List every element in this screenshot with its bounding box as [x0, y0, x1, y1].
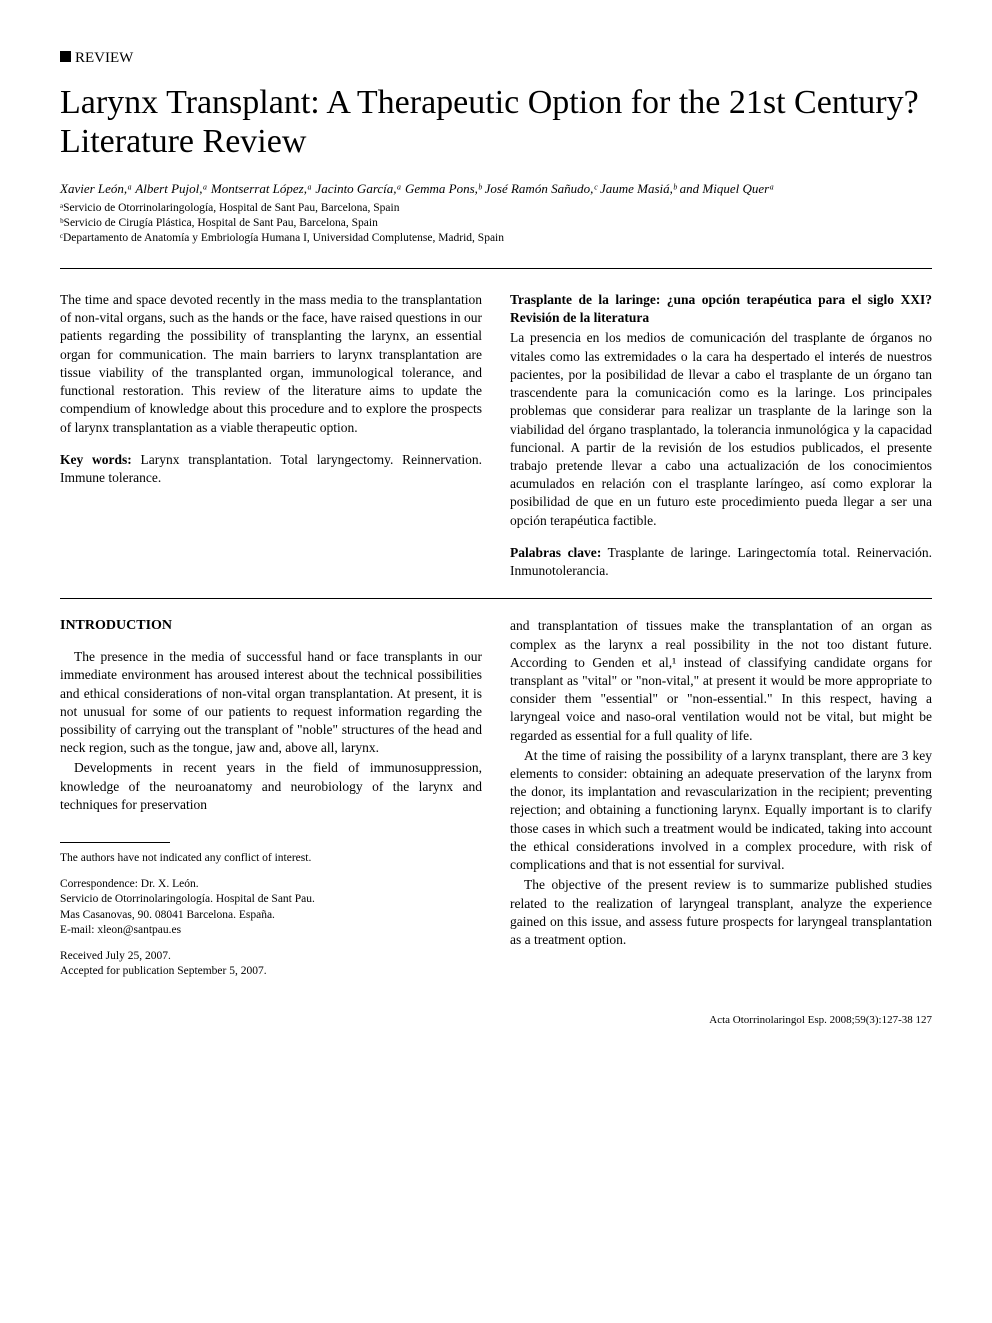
introduction-heading: INTRODUCTION: [60, 617, 482, 636]
section-label-text: REVIEW: [75, 50, 133, 66]
footnote-conflict: The authors have not indicated any confl…: [60, 851, 482, 867]
affiliation-b: ᵇServicio de Cirugía Plástica, Hospital …: [60, 216, 932, 231]
abstract-en-text: The time and space devoted recently in t…: [60, 291, 482, 437]
intro-paragraph-1: The presence in the media of successful …: [60, 648, 482, 757]
page-footer: Acta Otorrinolaringol Esp. 2008;59(3):12…: [60, 1014, 932, 1026]
affiliation-c: ᶜDepartamento de Anatomía y Embriología …: [60, 231, 932, 246]
abstract-spanish: Trasplante de la laringe: ¿una opción te…: [510, 291, 932, 580]
body-container: INTRODUCTION The presence in the media o…: [60, 617, 932, 989]
abstract-english: The time and space devoted recently in t…: [60, 291, 482, 580]
abstract-es-title: Trasplante de la laringe: ¿una opción te…: [510, 291, 932, 327]
article-title: Larynx Transplant: A Therapeutic Option …: [60, 83, 932, 161]
footnote-block: The authors have not indicated any confl…: [60, 851, 482, 980]
body-column-left: INTRODUCTION The presence in the media o…: [60, 617, 482, 989]
affiliation-a: ᵃServicio de Otorrinolaringología, Hospi…: [60, 201, 932, 216]
square-icon: [60, 51, 71, 62]
section-label: REVIEW: [60, 50, 932, 67]
abstract-es-text: La presencia en los medios de comunicaci…: [510, 329, 932, 529]
body-column-right: and transplantation of tissues make the …: [510, 617, 932, 989]
col2-paragraph-3: The objective of the present review is t…: [510, 876, 932, 949]
keywords-es-label: Palabras clave:: [510, 545, 601, 560]
authors-line: Xavier León,ᵃ Albert Pujol,ᵃ Montserrat …: [60, 181, 932, 197]
keywords-es: Palabras clave: Trasplante de laringe. L…: [510, 544, 932, 580]
keywords-en: Key words: Larynx transplantation. Total…: [60, 451, 482, 487]
abstract-container: The time and space devoted recently in t…: [60, 291, 932, 580]
footnote-rule: [60, 842, 170, 843]
col2-paragraph-2: At the time of raising the possibility o…: [510, 747, 932, 875]
intro-paragraph-2: Developments in recent years in the fiel…: [60, 759, 482, 814]
col2-paragraph-1: and transplantation of tissues make the …: [510, 617, 932, 745]
keywords-en-label: Key words:: [60, 452, 132, 467]
divider-top: [60, 268, 932, 269]
footnote-correspondence: Correspondence: Dr. X. León. Servicio de…: [60, 877, 482, 939]
divider-mid: [60, 598, 932, 599]
footnote-dates: Received July 25, 2007. Accepted for pub…: [60, 949, 482, 980]
